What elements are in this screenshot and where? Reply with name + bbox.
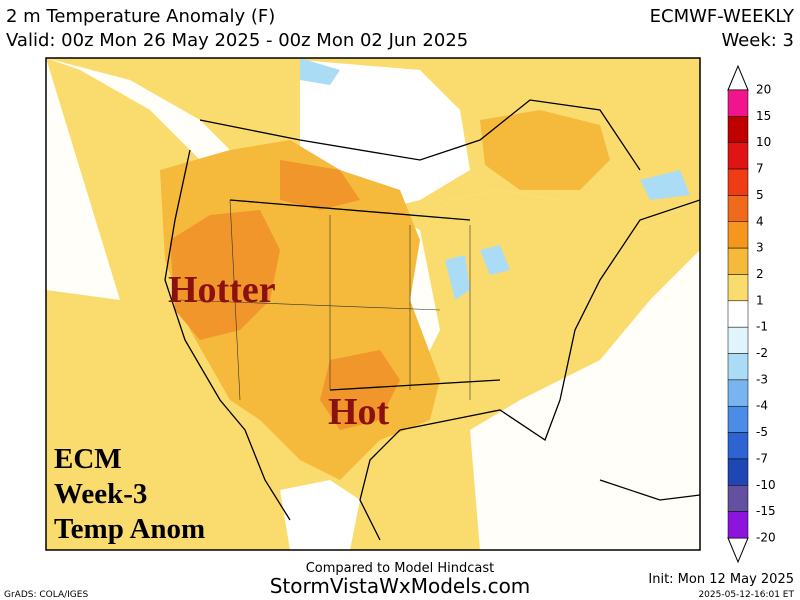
- timestamp: 2025-05-12-16:01 ET: [698, 590, 794, 600]
- init-time: Init: Mon 12 May 2025: [648, 572, 794, 587]
- colorbar-label: -2: [756, 346, 768, 360]
- colorbar-cell: [727, 511, 749, 539]
- title: 2 m Temperature Anomaly (F): [6, 6, 275, 27]
- software: GrADS: COLA/IGES: [4, 590, 88, 600]
- colorbar-cell: [727, 326, 749, 354]
- colorbar-label: -20: [756, 531, 776, 545]
- footer-site: StormVistaWxModels.com: [270, 574, 531, 598]
- colorbar-label: 3: [756, 241, 764, 255]
- colorbar-label: -10: [756, 478, 776, 492]
- colorbar-label: -15: [756, 504, 776, 518]
- week: Week: 3: [721, 30, 794, 51]
- annotation: Hotter: [168, 269, 276, 311]
- colorbar: 20 15 10 7 5 4 3 2 1 -1 -2 -3 -4 -5 -7 -10 -15 -20: [727, 83, 776, 545]
- model-name: ECMWF-WEEKLY: [650, 6, 795, 27]
- map-label: ECM: [54, 443, 122, 475]
- colorbar-label: 10: [756, 135, 771, 149]
- colorbar-cell: [727, 300, 749, 328]
- colorbar-cell: [727, 116, 749, 143]
- colorbar-label: 15: [756, 109, 771, 123]
- colorbar-top-arrow: [727, 64, 749, 91]
- colorbar-label: 7: [756, 162, 764, 176]
- colorbar-label: -1: [756, 320, 768, 334]
- colorbar-label: 20: [756, 83, 771, 97]
- colorbar-label: -3: [756, 372, 768, 386]
- valid-period: Valid: 00z Mon 26 May 2025 - 00z Mon 02 …: [6, 30, 468, 51]
- colorbar-bottom-arrow: [727, 537, 749, 564]
- state-borders: [179, 199, 471, 401]
- map: [46, 58, 700, 550]
- colorbar-cell: [727, 142, 749, 170]
- footer-note: Compared to Model Hindcast: [306, 561, 495, 576]
- colorbar-label: 4: [756, 214, 764, 228]
- annotation: Hot: [328, 391, 390, 433]
- map-frame: [45, 57, 701, 551]
- map-label: Temp Anom: [54, 513, 205, 545]
- colorbar-label: -4: [756, 399, 768, 413]
- colorbar-label: 1: [756, 293, 764, 307]
- colorbar-cell: [727, 379, 749, 407]
- colorbar-cell: [727, 89, 749, 117]
- colorbar-cell: [727, 274, 749, 302]
- colorbar-cell: [727, 353, 749, 381]
- cool-area: [300, 58, 690, 300]
- colorbar-cell: [727, 458, 749, 486]
- coastline: [164, 99, 700, 541]
- colorbar-cell: [727, 195, 749, 223]
- colorbar-label: -7: [756, 451, 768, 465]
- colorbar-cell: [727, 247, 749, 275]
- colorbar-label: 2: [756, 267, 764, 281]
- colorbar-label: -5: [756, 425, 768, 439]
- colorbar-cell: [727, 405, 749, 433]
- hot-area: [170, 160, 400, 430]
- map-label: Week-3: [54, 478, 147, 510]
- colorbar-cell: [727, 485, 749, 512]
- near-normal-mexico: [280, 480, 360, 550]
- colorbar-cell: [727, 432, 749, 460]
- colorbar-label: 5: [756, 188, 764, 202]
- colorbar-cell: [727, 168, 749, 196]
- warm-area-quebec: [480, 110, 610, 190]
- colorbar-cell: [727, 221, 749, 249]
